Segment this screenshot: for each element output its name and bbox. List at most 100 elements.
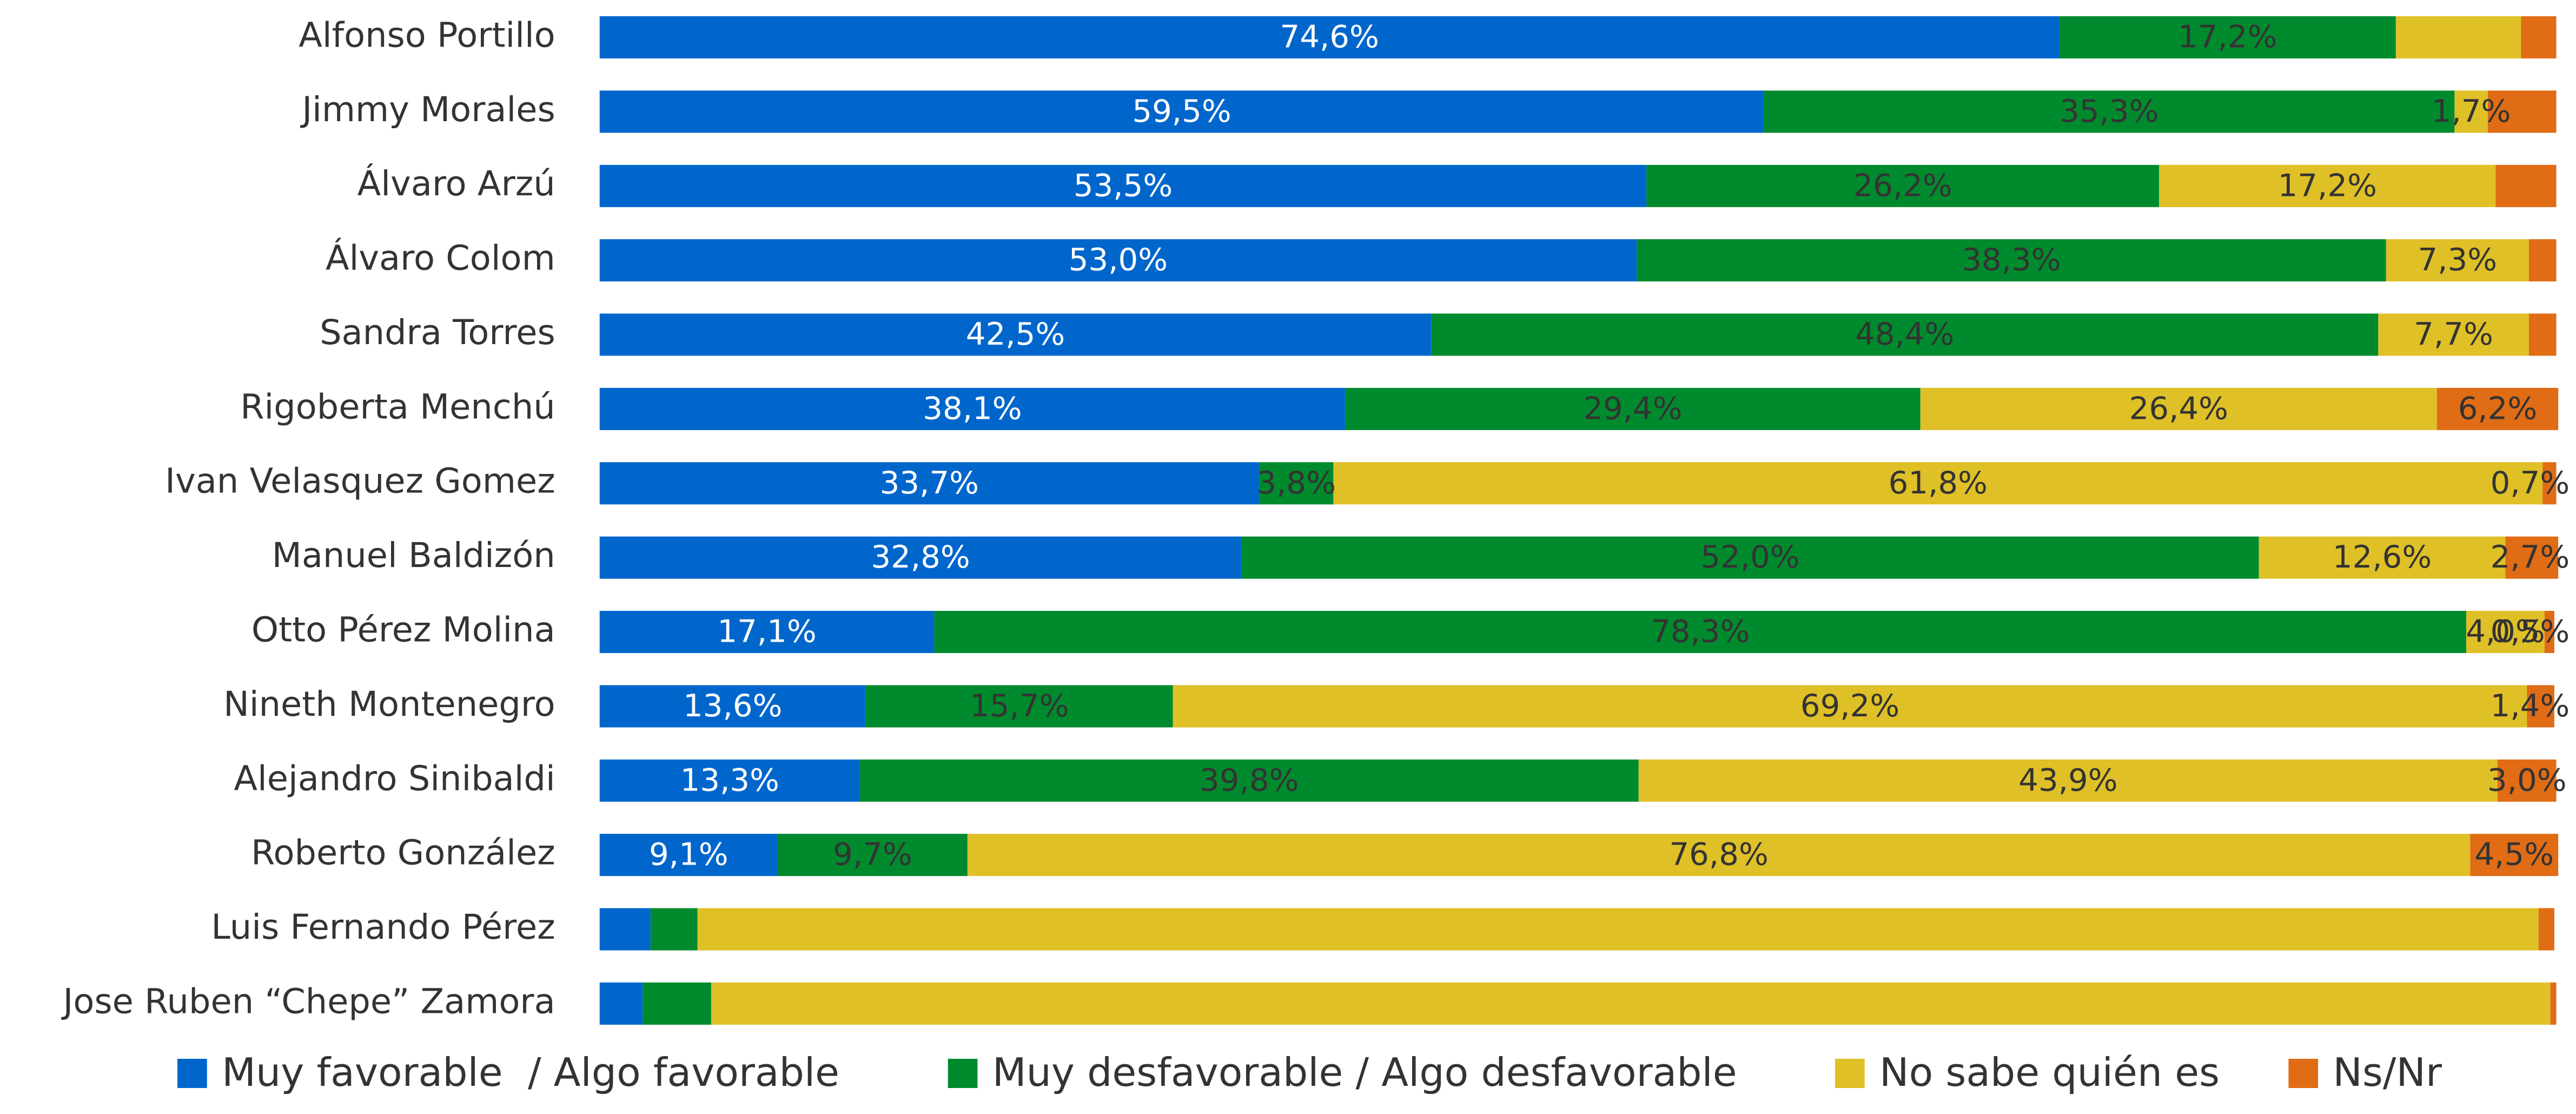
data-label: 13,3% [680,762,779,799]
data-label: 0,5% [2491,614,2570,650]
bar-segment [2386,239,2529,282]
bar-segment [2436,387,2559,430]
data-label: 74,6% [1280,19,1379,55]
legend-swatch [177,1058,207,1088]
bar-segment [2159,164,2496,207]
category-label: Sandra Torres [320,312,555,352]
bar-segment [599,611,935,654]
category-label: Jose Ruben “Chepe” Zamora [61,981,555,1021]
bar-segment [2538,908,2554,951]
data-label: 6,2% [2458,391,2538,427]
bar-segment [599,834,778,876]
legend-swatch [1835,1058,1865,1088]
data-label: 2,7% [2491,539,2570,576]
data-label: 26,2% [1853,168,1952,204]
bar-segment [865,685,1173,728]
bar-segment [1173,685,2527,728]
data-label: 38,3% [1962,242,2061,278]
data-label: 0,7% [2491,465,2570,501]
bar-segment [777,834,968,876]
bar-segment [599,908,651,951]
bar-segment [599,164,1647,207]
data-label: 69,2% [1800,688,1899,724]
data-label: 1,4% [2491,688,2570,724]
data-label: 17,1% [717,614,816,650]
data-label: 29,4% [1583,391,1682,427]
data-label: 59,5% [1132,93,1231,129]
bar-segment [2527,685,2554,728]
bar-segment [2259,536,2506,579]
bar-segment [1637,239,2386,282]
category-label: Ivan Velasquez Gomez [165,461,555,501]
bar-segment [599,90,1764,133]
bar-segment [599,239,1637,282]
category-label: Manuel Baldizón [272,535,555,575]
bar-segment [2505,536,2559,579]
data-label: 52,0% [1700,539,1799,576]
category-label: Álvaro Arzú [357,163,555,204]
category-label: Alfonso Portillo [299,15,555,55]
bar-segment [599,313,1432,356]
bar-segment [599,16,2060,59]
category-label: Otto Pérez Molina [251,610,555,650]
bar-segment [1920,387,2437,430]
category-label: Nineth Montenegro [223,684,555,724]
bar-segment [1646,164,2160,207]
bar-segment [599,536,1242,579]
data-label: 53,5% [1074,168,1173,204]
data-label: 12,6% [2333,539,2432,576]
data-label: 53,0% [1069,242,1168,278]
data-label: 15,7% [970,688,1069,724]
category-label: Roberto González [251,833,555,873]
category-label: Álvaro Colom [326,238,555,278]
data-label: 39,8% [1200,762,1299,799]
bar-segment [2470,834,2559,876]
data-label: 4,0% [2466,614,2545,650]
data-label: 9,7% [833,836,912,873]
data-label: 17,2% [2278,168,2377,204]
legend-label: Muy desfavorable / Algo desfavorable [992,1050,1737,1095]
data-label: 42,5% [966,316,1065,352]
bar-segment [2528,313,2557,356]
bar-segment [859,759,1639,802]
bar-segment [711,982,2551,1025]
bar-segment [1241,536,2259,579]
legend-label: Muy favorable / Algo favorable [222,1050,839,1095]
data-label: 1,7% [2432,93,2511,129]
bar-segment [599,982,643,1025]
data-label: 26,4% [2129,391,2228,427]
legend-label: No sabe quién es [1879,1050,2220,1095]
data-label: 7,7% [2414,316,2493,352]
bar-segment [934,611,2467,654]
bar-segment [599,759,860,802]
data-label: 13,6% [683,688,782,724]
data-label: 35,3% [2060,93,2158,129]
bar-segment [643,982,711,1025]
data-label: 4,5% [2474,836,2554,873]
bar-segment [2528,239,2557,282]
data-label: 7,3% [2418,242,2498,278]
bar-segment [599,387,1346,430]
data-label: 48,4% [1855,316,1954,352]
bar-segment [599,462,1259,505]
data-label: 78,3% [1651,614,1750,650]
bar-segment [1333,462,2543,505]
data-label: 43,9% [2018,762,2117,799]
bar-segment [2498,759,2557,802]
bar-segment [2487,90,2557,133]
bar-segment [1638,759,2498,802]
bar-segment [2495,164,2557,207]
bar-segment [967,834,2471,876]
data-label: 3,8% [1256,465,1336,501]
bar-segment [599,685,866,728]
bar-segment [2521,16,2557,59]
data-label: 76,8% [1669,836,1768,873]
category-label: Luis Fernando Pérez [211,907,555,947]
bar-segment [2454,90,2488,133]
data-label: 32,8% [871,539,970,576]
bar-segment [2059,16,2396,59]
data-label: 3,0% [2487,762,2567,799]
bar-segment [2550,982,2557,1025]
data-label: 38,1% [923,391,1022,427]
